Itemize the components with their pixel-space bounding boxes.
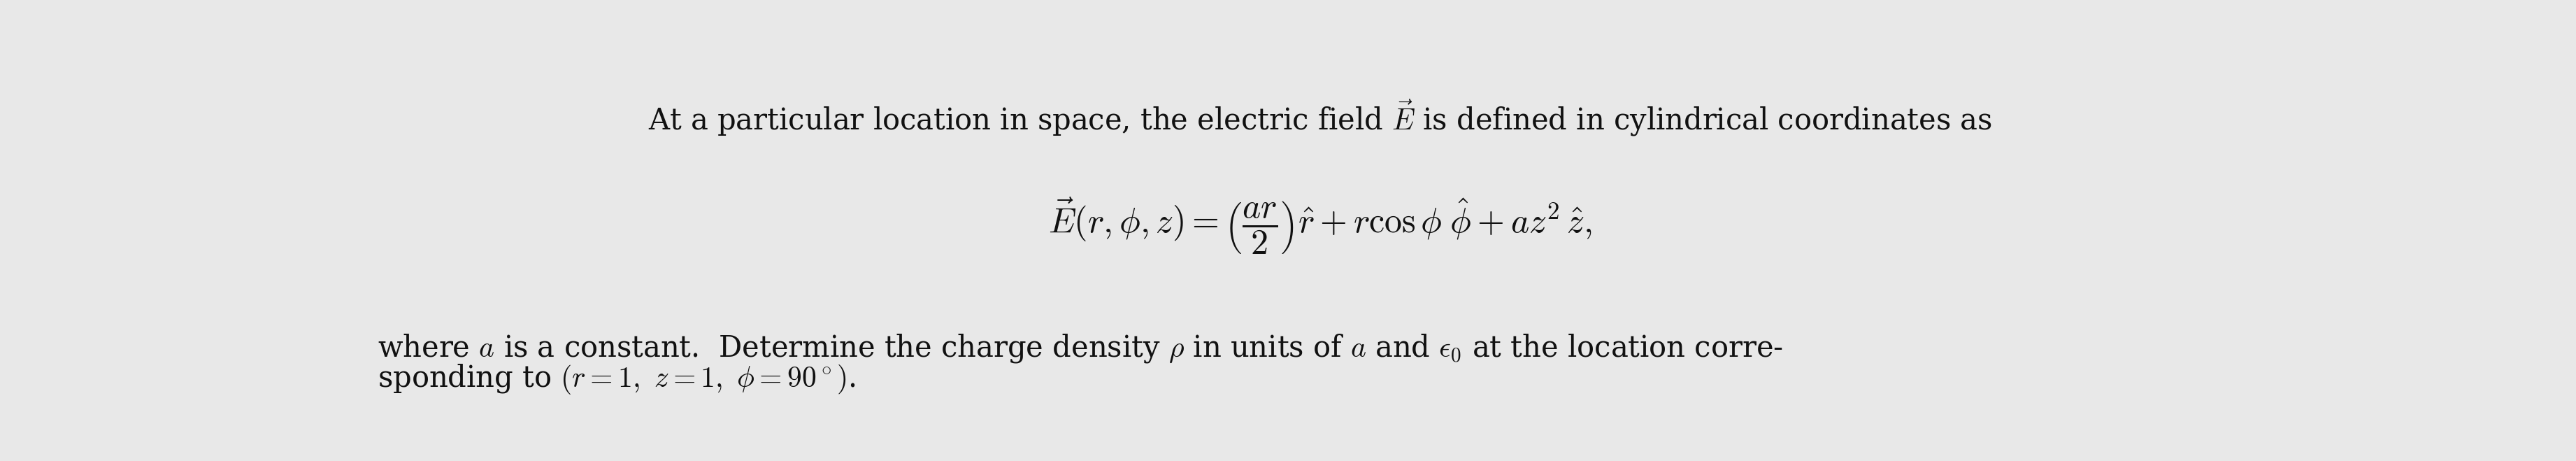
Text: sponding to $(r{=}1,\ z{=}1,\ \phi = 90^\circ)$.: sponding to $(r{=}1,\ z{=}1,\ \phi = 90^… bbox=[379, 362, 855, 396]
Text: At a particular location in space, the electric field $\vec{E}$ is defined in cy: At a particular location in space, the e… bbox=[649, 98, 1991, 137]
Text: where $a$ is a constant.  Determine the charge density $\rho$ in units of $a$ an: where $a$ is a constant. Determine the c… bbox=[379, 332, 1783, 364]
Text: $\vec{E}(r, \phi, z) = \left(\dfrac{ar}{2}\right) \hat{r} + r\cos\phi\; \hat{\ph: $\vec{E}(r, \phi, z) = \left(\dfrac{ar}{… bbox=[1048, 195, 1592, 256]
